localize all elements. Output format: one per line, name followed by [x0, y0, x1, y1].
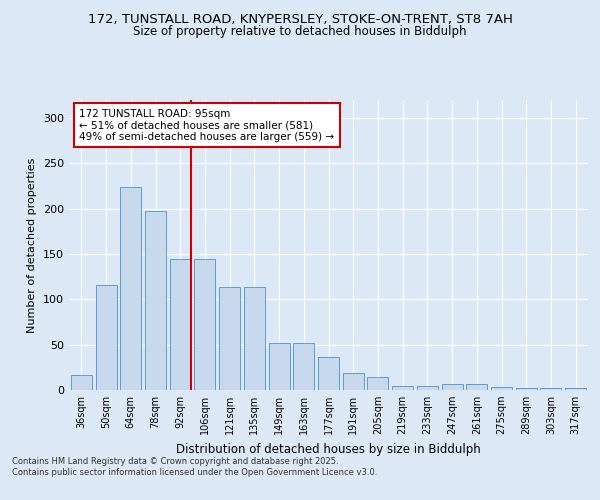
Bar — [145, 212, 166, 390]
Bar — [95, 285, 116, 390]
Bar — [466, 384, 487, 390]
Bar — [541, 388, 562, 390]
Bar — [442, 384, 463, 390]
Bar — [170, 258, 191, 390]
Bar — [120, 187, 141, 390]
Bar — [565, 388, 586, 390]
Bar — [318, 358, 339, 390]
Text: Size of property relative to detached houses in Biddulph: Size of property relative to detached ho… — [133, 25, 467, 38]
Bar — [516, 388, 537, 390]
Bar — [491, 388, 512, 390]
Bar — [343, 373, 364, 390]
Bar — [219, 286, 240, 390]
Bar — [367, 378, 388, 390]
Y-axis label: Number of detached properties: Number of detached properties — [28, 158, 37, 332]
Bar — [71, 374, 92, 390]
Text: 172, TUNSTALL ROAD, KNYPERSLEY, STOKE-ON-TRENT, ST8 7AH: 172, TUNSTALL ROAD, KNYPERSLEY, STOKE-ON… — [88, 12, 512, 26]
Bar — [293, 343, 314, 390]
Text: Contains HM Land Registry data © Crown copyright and database right 2025.
Contai: Contains HM Land Registry data © Crown c… — [12, 458, 377, 477]
X-axis label: Distribution of detached houses by size in Biddulph: Distribution of detached houses by size … — [176, 442, 481, 456]
Bar — [417, 386, 438, 390]
Bar — [269, 343, 290, 390]
Bar — [194, 258, 215, 390]
Text: 172 TUNSTALL ROAD: 95sqm
← 51% of detached houses are smaller (581)
49% of semi-: 172 TUNSTALL ROAD: 95sqm ← 51% of detach… — [79, 108, 335, 142]
Bar — [392, 386, 413, 390]
Bar — [244, 286, 265, 390]
